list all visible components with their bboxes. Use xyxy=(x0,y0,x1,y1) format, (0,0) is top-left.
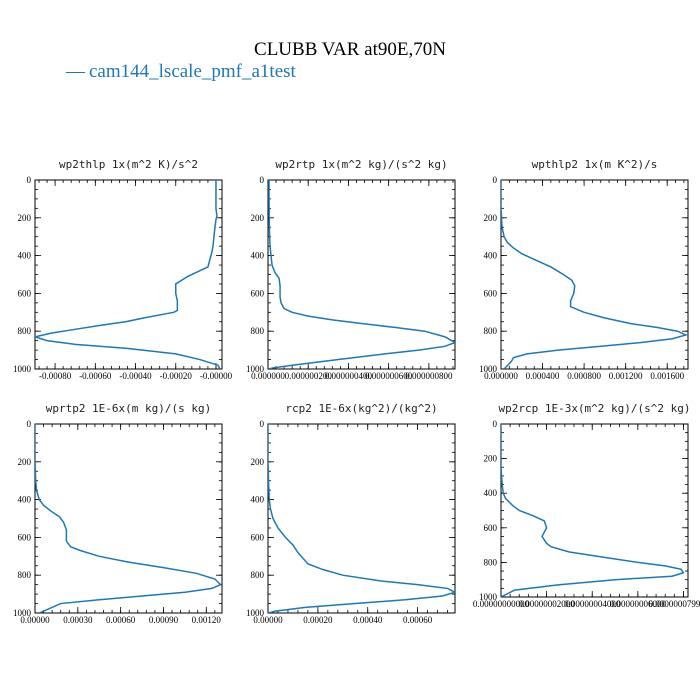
x-tick-label: 0.000000800 xyxy=(405,371,453,381)
x-tick-label: 0.00000 xyxy=(253,615,283,625)
y-tick-label: 200 xyxy=(251,213,265,223)
y-tick-label: 800 xyxy=(251,326,265,336)
x-tick-label: -0.00060 xyxy=(79,371,112,381)
y-tick-label: 1000 xyxy=(479,364,498,374)
plot-frame xyxy=(267,179,456,370)
x-tick-label: 0.00040 xyxy=(353,615,383,625)
x-tick-label: 0.000000200 xyxy=(285,371,333,381)
panels-group: wp2thlp 1x(m^2 K)/s^2 0 200 400 600 800 1000 -0… xyxy=(13,158,700,625)
x-tick-label: 0.001600 xyxy=(650,371,684,381)
y-tick-label: 600 xyxy=(484,288,498,298)
x-tick-label: 0.000000400 xyxy=(325,371,373,381)
y-tick-label: 1000 xyxy=(13,608,32,618)
x-tick-label: 0.00020 xyxy=(303,615,333,625)
plot-frame xyxy=(267,423,456,614)
x-tick-label: -0.00000 xyxy=(200,371,233,381)
series-line xyxy=(268,180,455,369)
x-tick-label: 0.00060 xyxy=(403,615,433,625)
figure-title: CLUBB VAR at90E,70N xyxy=(254,39,446,60)
panel-title: rcp2 1E-6x(kg^2)/(kg^2) xyxy=(285,402,437,415)
y-tick-label: 400 xyxy=(251,251,265,261)
y-tick-label: 0 xyxy=(493,175,498,185)
legend-label: cam144_lscale_pmf_a1test xyxy=(89,61,297,82)
y-tick-label: 600 xyxy=(484,523,498,533)
x-tick-label: 0.00000006000 xyxy=(610,599,667,609)
series-line xyxy=(501,180,688,369)
panel-title: wp2rtp 1x(m^2 kg)/(s^2 kg) xyxy=(275,158,447,171)
y-tick-label: 400 xyxy=(484,488,498,498)
x-tick-label: 0.000000 xyxy=(251,371,285,381)
y-tick-label: 400 xyxy=(18,495,32,505)
y-tick-label: 0 xyxy=(27,175,32,185)
series-line xyxy=(501,424,685,597)
y-tick-label: 600 xyxy=(18,532,32,542)
y-tick-label: 800 xyxy=(484,557,498,567)
y-tick-label: 800 xyxy=(18,326,32,336)
chart-panel-5: rcp2 1E-6x(kg^2)/(kg^2) 0 200 400 600 800 1000… xyxy=(246,402,456,625)
chart-panel-6: wp2rcp 1E-3x(m^2 kg)/(s^2 kg)0 200 400 600 8… xyxy=(473,402,700,609)
x-tick-label: 0.00000 xyxy=(20,615,50,625)
series-line xyxy=(35,424,222,613)
y-tick-label: 800 xyxy=(18,570,32,580)
y-tick-label: 400 xyxy=(18,251,32,261)
x-tick-label: 0.00000004000 xyxy=(564,599,621,609)
y-tick-label: 200 xyxy=(251,457,265,467)
x-tick-label: 0.00090 xyxy=(149,615,179,625)
x-tick-label: 0.00120 xyxy=(192,615,222,625)
panel-title: wp2rcp 1E-3x(m^2 kg)/(s^2 kg) xyxy=(498,402,690,415)
x-tick-label: 0.000000 xyxy=(484,371,518,381)
y-tick-label: 0 xyxy=(493,419,498,429)
series-line xyxy=(35,180,221,369)
y-tick-label: 1000 xyxy=(13,364,32,374)
x-tick-label: 0.000800 xyxy=(567,371,601,381)
legend: — cam144_lscale_pmf_a1test xyxy=(65,61,297,82)
y-tick-label: 200 xyxy=(18,457,32,467)
y-tick-label: 1000 xyxy=(246,364,265,374)
x-tick-label: 0.00000007999999 xyxy=(649,599,700,609)
y-tick-label: 1000 xyxy=(479,592,498,602)
y-tick-label: 600 xyxy=(18,288,32,298)
x-tick-label: 0.00000002000 xyxy=(518,599,575,609)
x-tick-label: 0.000400 xyxy=(526,371,560,381)
x-tick-label: -0.00040 xyxy=(119,371,152,381)
y-tick-label: 600 xyxy=(251,532,265,542)
y-tick-label: 0 xyxy=(260,419,265,429)
x-tick-label: 0.00060 xyxy=(106,615,136,625)
panel-title: wpthlp2 1x(m K^2)/s xyxy=(532,158,658,171)
chart-panel-4: wprtp2 1E-6x(m kg)/(s kg) 0 200 400 600 800 10… xyxy=(13,402,223,625)
chart-panel-3: wpthlp2 1x(m K^2)/s020040060080010000.00… xyxy=(479,158,689,381)
plot-frame xyxy=(34,423,223,614)
y-tick-label: 400 xyxy=(484,251,498,261)
x-tick-label: 0.00030 xyxy=(63,615,93,625)
y-tick-label: 800 xyxy=(251,570,265,580)
legend-marker: — xyxy=(65,61,86,82)
x-tick-label: 0.00000000000 xyxy=(473,599,530,609)
y-tick-label: 800 xyxy=(484,326,498,336)
y-tick-label: 0 xyxy=(260,175,265,185)
panel-title: wp2thlp 1x(m^2 K)/s^2 xyxy=(59,158,198,171)
x-tick-label: -0.00020 xyxy=(160,371,193,381)
chart-panel-1: wp2thlp 1x(m^2 K)/s^2 0 200 400 600 800 1000 -0… xyxy=(13,158,233,381)
panel-title: wprtp2 1E-6x(m kg)/(s kg) xyxy=(46,402,212,415)
x-tick-label: 0.000000600 xyxy=(365,371,413,381)
y-tick-label: 600 xyxy=(251,288,265,298)
y-tick-label: 400 xyxy=(251,495,265,505)
y-tick-label: 0 xyxy=(27,419,32,429)
plot-frame xyxy=(500,423,689,598)
plot-frame xyxy=(34,179,223,370)
y-tick-label: 200 xyxy=(484,454,498,464)
series-line xyxy=(268,424,455,613)
x-tick-label: -0.00080 xyxy=(39,371,72,381)
x-tick-label: 0.001200 xyxy=(609,371,643,381)
chart-panel-2: wp2rtp 1x(m^2 kg)/(s^2 kg) 0 200 400 600 800 1… xyxy=(246,158,456,381)
y-tick-label: 200 xyxy=(484,213,498,223)
y-tick-label: 1000 xyxy=(246,608,265,618)
y-tick-label: 200 xyxy=(18,213,32,223)
